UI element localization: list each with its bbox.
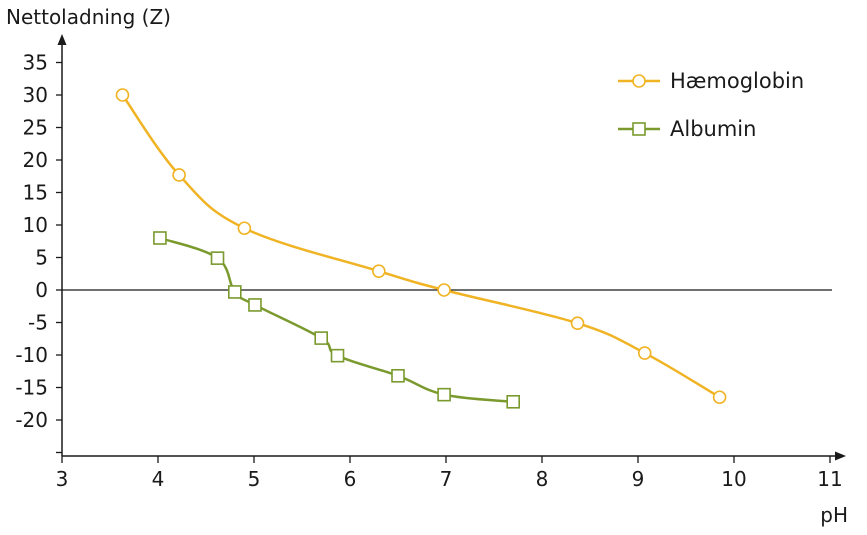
y-axis-arrow	[57, 34, 67, 45]
x-axis-title: pH	[820, 503, 848, 527]
data-point-haemoglobin	[437, 283, 451, 297]
data-point-albumin	[506, 394, 521, 409]
x-tick-label: 11	[817, 467, 842, 491]
data-point-albumin	[437, 387, 451, 402]
data-point-haemoglobin	[371, 264, 386, 278]
data-point-albumin	[228, 285, 242, 299]
data-point-albumin	[210, 251, 225, 265]
y-tick-label: -15	[15, 376, 48, 400]
y-tick-label: -20	[15, 408, 48, 432]
series-line-haemoglobin	[121, 94, 721, 399]
y-tick-label: -5	[28, 311, 48, 335]
x-axis-arrow	[835, 451, 846, 461]
data-point-albumin	[314, 331, 329, 345]
x-tick-label: 5	[248, 467, 261, 491]
legend-marker-haemoglobin	[632, 74, 646, 88]
x-tick-label: 3	[56, 467, 69, 491]
y-axis-title: Nettoladning (Z)	[6, 5, 171, 29]
data-point-haemoglobin	[172, 168, 186, 182]
data-point-albumin	[153, 231, 167, 245]
x-tick-label: 9	[632, 467, 645, 491]
y-tick-label: 20	[23, 148, 48, 172]
data-point-haemoglobin	[637, 346, 652, 360]
x-tick-label: 4	[152, 467, 165, 491]
data-point-haemoglobin	[115, 88, 130, 102]
y-tick-label: 10	[23, 213, 48, 237]
data-point-albumin	[248, 298, 262, 312]
data-point-albumin	[391, 368, 405, 383]
data-point-haemoglobin	[570, 316, 585, 330]
data-point-albumin	[330, 348, 345, 363]
y-tick-label: 15	[23, 181, 48, 205]
ticks: 3 4 5 6 7 8 9 10 11 35 30 25 20 15 10 5 0 -5 -10 -15 -20	[15, 51, 842, 492]
y-tick-label: 35	[23, 51, 48, 75]
y-tick-label: 30	[23, 83, 48, 107]
y-tick-label: 25	[23, 116, 48, 140]
data-point-haemoglobin	[237, 221, 252, 236]
data-point-haemoglobin	[712, 390, 727, 405]
x-tick-label: 7	[440, 467, 453, 491]
x-tick-label: 6	[344, 467, 357, 491]
legend-label-haemoglobin: Hæmoglobin	[670, 69, 804, 93]
x-tick-label: 10	[721, 467, 746, 491]
x-tick-label: 8	[536, 467, 549, 491]
series-layer	[115, 88, 727, 409]
legend-label-albumin: Albumin	[670, 117, 756, 141]
y-tick-label: 0	[35, 278, 48, 302]
legend-marker-albumin	[632, 122, 646, 136]
y-tick-label: 5	[35, 246, 48, 270]
legend: Hæmoglobin Albumin	[618, 69, 804, 141]
y-tick-label: -10	[15, 343, 48, 367]
